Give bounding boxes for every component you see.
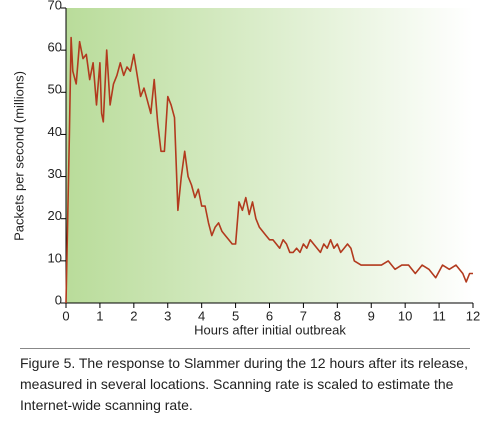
chart: Packets per second (millions) Hours afte… [11,0,480,337]
x-tick-label: 0 [62,308,69,323]
x-tick-label: 9 [368,308,375,323]
x-tick-label: 5 [232,308,239,323]
y-tick-label: 30 [48,166,62,181]
y-axis-label: Packets per second (millions) [11,71,26,241]
x-tick-label: 4 [198,308,205,323]
y-tick-label: 50 [48,82,62,97]
x-tick-label: 3 [164,308,171,323]
x-tick-label: 12 [466,308,480,323]
y-tick-label: 60 [48,40,62,55]
x-tick-label: 2 [130,308,137,323]
plot-background [66,8,473,303]
caption: Figure 5. The response to Slammer during… [20,348,470,416]
x-tick-label: 10 [398,308,412,323]
x-tick-label: 11 [432,308,446,323]
data-line [65,36,473,304]
y-tick-label: 0 [55,292,62,307]
y-tick-label: 10 [48,250,62,265]
y-tick-label: 20 [48,208,62,223]
x-tick-label: 1 [96,308,103,323]
x-tick-label: 7 [300,308,307,323]
x-tick-label: 6 [266,308,273,323]
x-tick-label: 8 [334,308,341,323]
x-axis-label: Hours after initial outbreak [194,322,346,337]
y-tick-label: 40 [48,124,62,139]
y-tick-label: 70 [48,0,62,12]
